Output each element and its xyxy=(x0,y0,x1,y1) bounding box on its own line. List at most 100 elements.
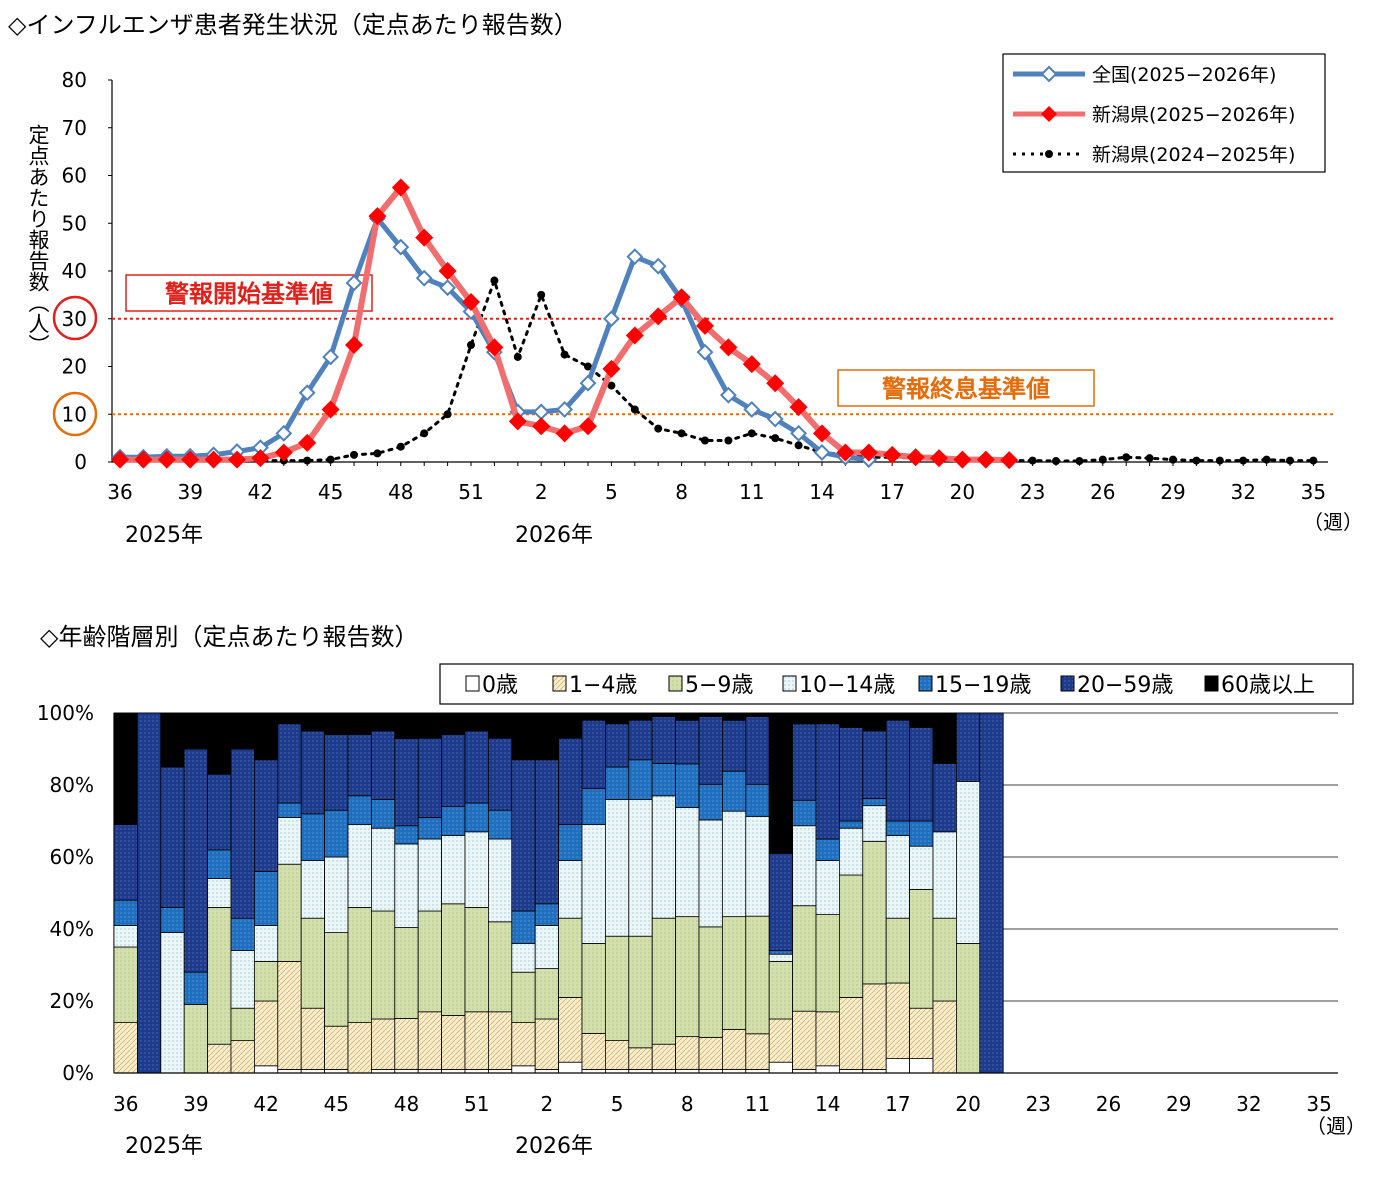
bar-segment xyxy=(300,860,326,919)
data-point xyxy=(303,456,312,465)
legend-label-national: 全国(2025−2026年) xyxy=(1092,64,1276,86)
y-axis-label: 定点あたり報告数（人） xyxy=(26,124,50,355)
bar-segment xyxy=(605,723,630,768)
bar-segment xyxy=(605,935,630,1042)
x-unit-label: （週） xyxy=(1303,510,1363,534)
data-point xyxy=(836,443,855,462)
chart2-legend: 0歳 1−4歳 5−9歳 10−14歳 15−19歳 20−59歳 60歳以上 xyxy=(439,663,1354,705)
bar-segment xyxy=(347,824,372,908)
legend2-swatch xyxy=(918,675,933,692)
bar-segment xyxy=(862,798,887,807)
x-tick-label: 36 xyxy=(113,1092,138,1116)
x-tick-label: 35 xyxy=(1301,480,1326,504)
chart1-legend: 全国(2025−2026年) 新潟県(2025−2026年) 新潟県(2024−… xyxy=(1002,53,1326,173)
bar-segment xyxy=(347,734,372,797)
data-point xyxy=(584,362,592,371)
bar-segment xyxy=(722,916,747,1030)
bar-segment xyxy=(230,712,255,750)
bar-segment xyxy=(792,799,817,827)
bar-segment xyxy=(675,807,700,918)
bar-segment xyxy=(324,734,349,811)
bar-segment xyxy=(300,1007,326,1070)
data-point xyxy=(743,401,761,418)
bar-segment xyxy=(207,907,232,1045)
data-point xyxy=(1098,455,1107,464)
data-point xyxy=(1145,454,1154,463)
bar-segment xyxy=(956,712,981,782)
data-point xyxy=(719,338,738,357)
bar-segment xyxy=(885,1058,911,1074)
legend2-label: 1−4歳 xyxy=(569,673,637,698)
bar-segment xyxy=(534,759,560,905)
bar-segment xyxy=(839,827,864,876)
x-tick-label: 14 xyxy=(815,1092,840,1116)
bar-segment xyxy=(464,712,489,732)
data-point xyxy=(813,424,831,443)
x-tick-label: 23 xyxy=(1026,1092,1051,1116)
bar-segment xyxy=(370,712,396,732)
threshold-30-circle xyxy=(52,295,98,341)
bar-segment xyxy=(558,917,583,998)
chart1-title: ◇インフルエンザ患者発生状況（定点あたり報告数） xyxy=(8,11,578,39)
bar-segment xyxy=(113,899,138,926)
bar-segment xyxy=(698,926,723,1038)
bar-segment xyxy=(300,730,326,815)
bar-segment xyxy=(909,889,934,1009)
x-tick-label: 29 xyxy=(1166,1092,1191,1116)
bar-segment xyxy=(113,946,138,1023)
x-tick-label: 17 xyxy=(879,480,904,504)
legend2-label: 0歳 xyxy=(482,673,518,698)
bar-segment xyxy=(815,860,840,915)
data-point xyxy=(555,424,574,443)
bar-segment xyxy=(768,950,794,955)
bar-segment xyxy=(768,712,794,854)
x-tick-label: 2 xyxy=(535,480,548,504)
bar-segment xyxy=(675,763,700,808)
bar-segment xyxy=(417,712,443,739)
y-axis: 0 10 20 30 40 50 60 70 80 xyxy=(62,68,113,474)
data-point xyxy=(1192,456,1201,465)
bar-segment xyxy=(417,910,443,1013)
bar-segment xyxy=(909,712,934,728)
x-tick-label: 48 xyxy=(388,480,413,504)
bar-segment xyxy=(253,925,279,962)
x-tick-label: 45 xyxy=(324,1092,349,1116)
bar-segment xyxy=(932,1000,957,1074)
bar-segment xyxy=(277,723,302,804)
data-point xyxy=(790,424,808,442)
x-tick-label: 51 xyxy=(464,1092,489,1116)
bar-segment xyxy=(347,907,372,1024)
y-tick-label: 40% xyxy=(50,917,94,941)
bar-segment xyxy=(370,730,396,800)
bar-segment xyxy=(230,950,255,1009)
bar-segment xyxy=(628,759,653,800)
bar-segment xyxy=(534,1018,560,1070)
data-point xyxy=(391,178,410,197)
x-tick-label: 5 xyxy=(611,1092,624,1116)
y-tick-label: 100% xyxy=(37,701,94,725)
data-point xyxy=(719,386,737,404)
year-label-2026: 2026年 xyxy=(515,523,593,548)
bar-segment xyxy=(394,825,419,845)
data-point xyxy=(204,450,223,469)
legend2-swatch xyxy=(552,675,567,692)
legend2-swatch xyxy=(668,675,683,692)
bar-segment xyxy=(839,727,864,822)
bar-segment xyxy=(370,910,396,1020)
year-label-2026-b: 2026年 xyxy=(515,1134,593,1159)
bar-segment xyxy=(792,1010,817,1070)
bar-segment xyxy=(768,961,794,1020)
bar-segment xyxy=(324,809,349,858)
y-tick-label: 60% xyxy=(50,845,94,869)
x-unit-label-2: （週） xyxy=(1306,1114,1366,1138)
bar-segment xyxy=(675,719,700,765)
bar-segment xyxy=(885,982,911,1059)
data-point xyxy=(415,228,434,247)
data-point xyxy=(859,443,878,462)
bar-segment xyxy=(768,853,794,952)
x-tick-label: 11 xyxy=(739,480,764,504)
bar-segment xyxy=(698,819,723,928)
data-point xyxy=(696,343,714,361)
data-point xyxy=(439,279,457,297)
bar-segment xyxy=(839,874,864,998)
